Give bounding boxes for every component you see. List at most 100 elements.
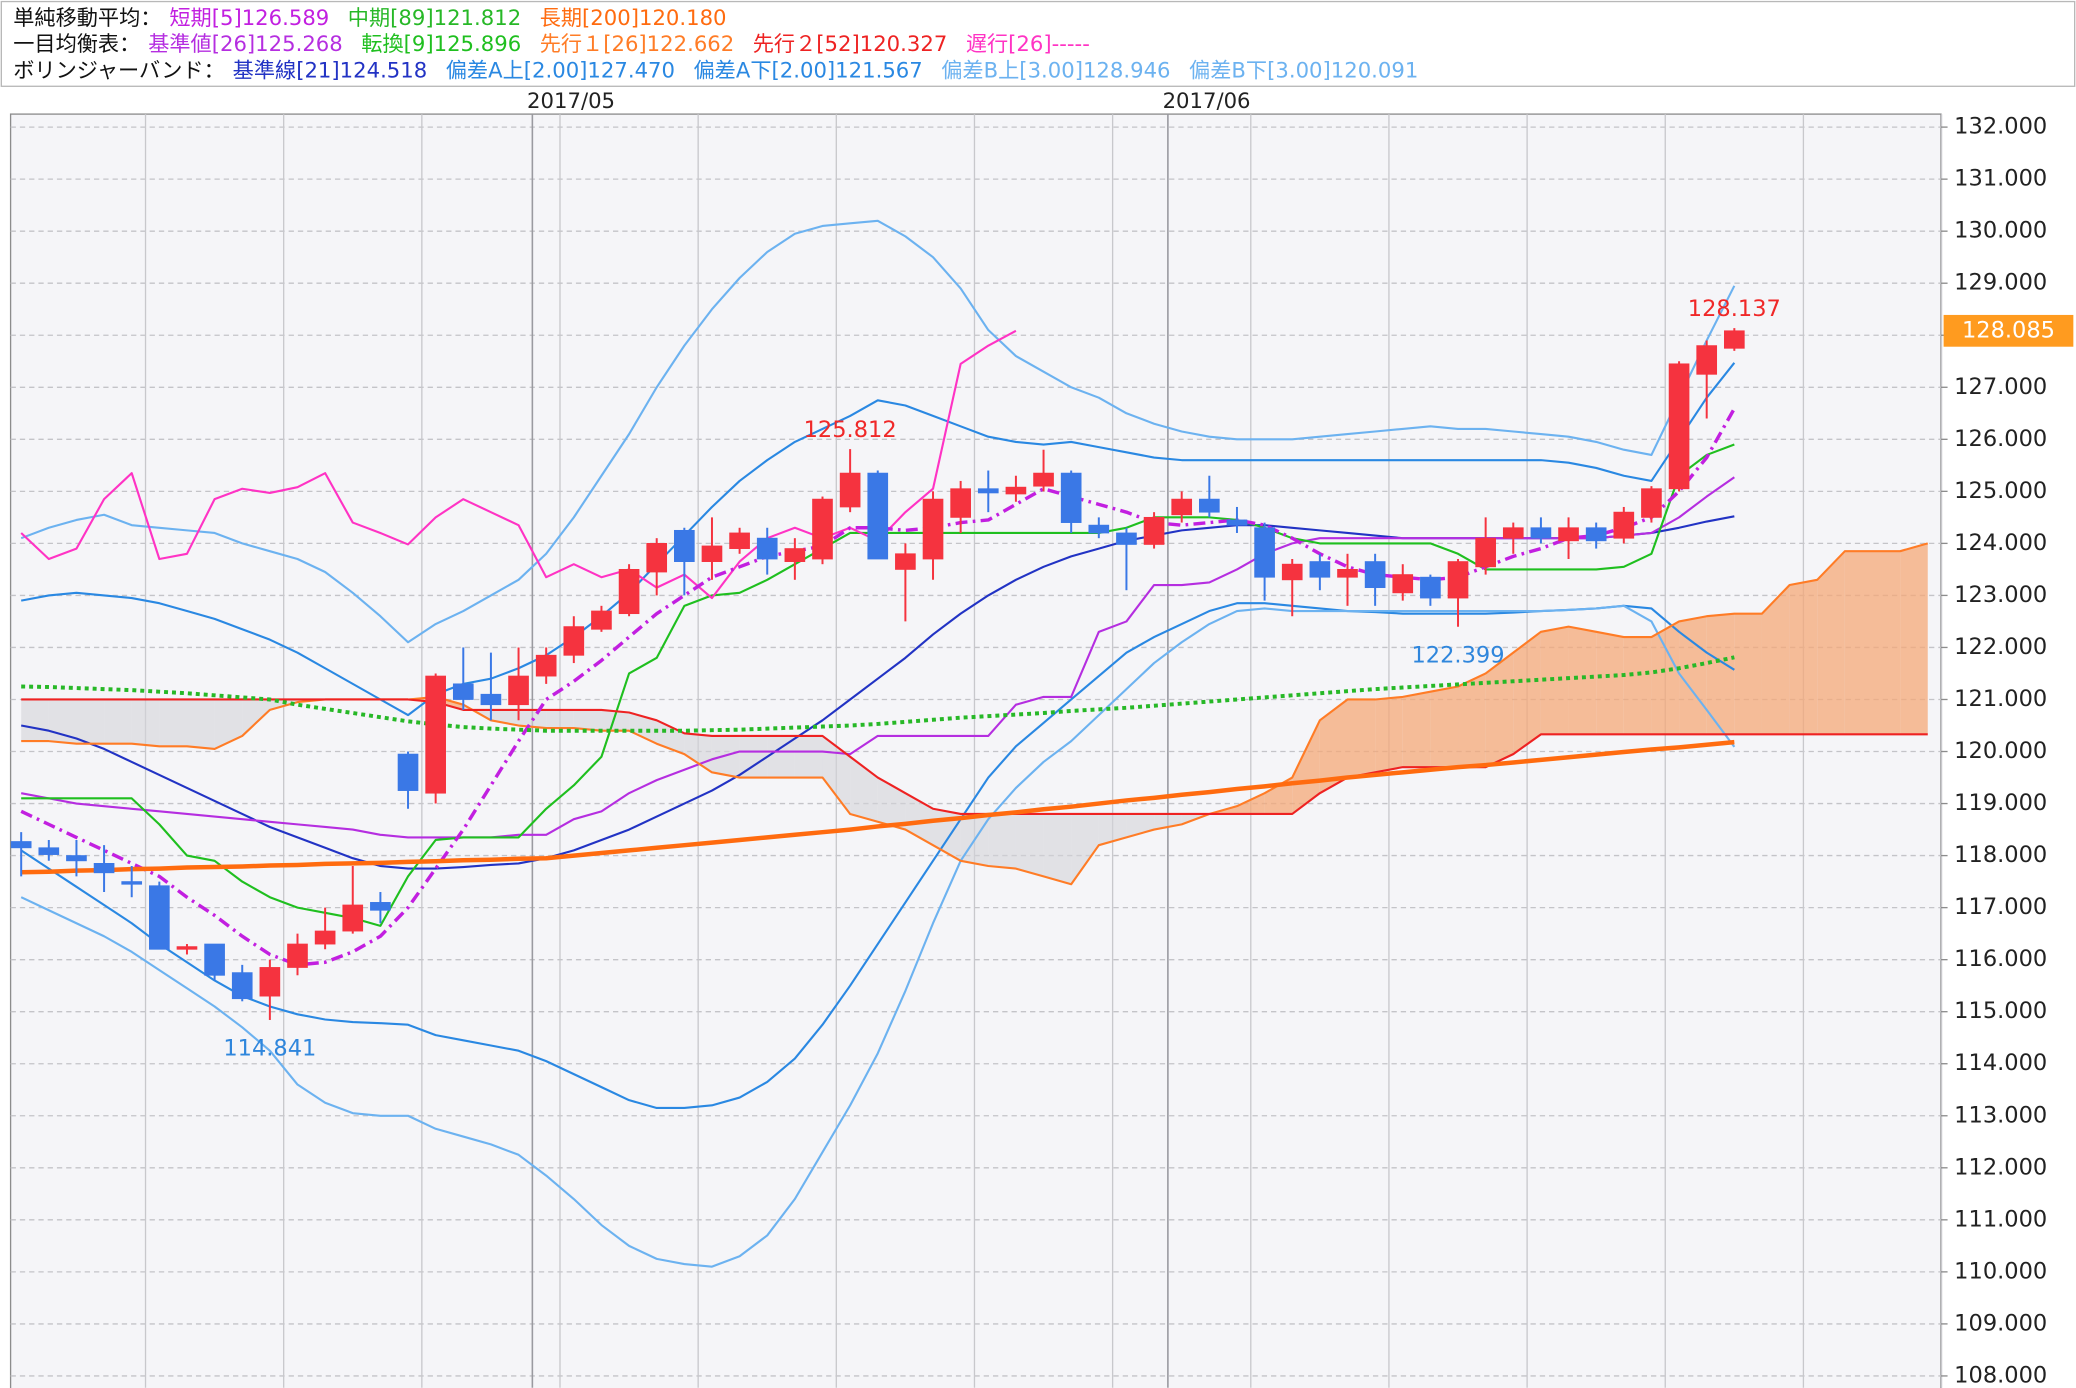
legend-entry: 基準線[21]124.518: [233, 58, 428, 83]
legend-entry: 長期[200]120.180: [540, 5, 727, 30]
cloud: [1734, 613, 1762, 735]
cloud: [1347, 699, 1376, 778]
indicator-line: [20, 604, 1736, 1268]
candle-body: [1641, 488, 1662, 518]
cloud: [601, 709, 630, 731]
cloud: [1513, 631, 1541, 755]
indicator-line: [21, 698, 1928, 816]
legend-entry: 先行１[26]122.662: [540, 31, 735, 56]
candle-body: [618, 569, 640, 615]
candle-body: [1254, 527, 1275, 578]
candle-body: [1033, 472, 1054, 487]
candle-body: [922, 498, 944, 560]
legend-entry: 転換[9]125.896: [361, 31, 521, 56]
cloud: [1540, 626, 1569, 735]
candle-body: [1309, 561, 1331, 578]
cloud: [159, 699, 187, 747]
y-tick-label: 123.000: [1954, 582, 2047, 608]
last-price-box: [1943, 314, 2074, 347]
cloud: [767, 735, 795, 778]
candle-body: [1502, 527, 1524, 539]
candle-body: [729, 532, 750, 549]
annotation: 125.812: [804, 417, 897, 443]
legend-panel: [0, 0, 2076, 87]
candle-body: [1088, 524, 1110, 534]
y-tick-label: 126.000: [1954, 426, 2047, 452]
y-tick-label: 112.000: [1954, 1154, 2047, 1180]
cloud: [1236, 793, 1265, 814]
candle-body: [646, 542, 668, 573]
y-tick-label: 114.000: [1954, 1050, 2047, 1076]
cloud: [21, 699, 49, 742]
candle-body: [397, 753, 419, 791]
cloud: [1900, 543, 1928, 735]
legend-entry: 偏差B下[3.00]120.091: [1189, 58, 1418, 83]
indicator-line: [20, 476, 1735, 839]
candle-body: [784, 548, 806, 562]
y-tick-label: 124.000: [1954, 530, 2047, 556]
y-tick-label: 113.000: [1954, 1102, 2047, 1128]
candle-body: [259, 967, 281, 997]
cloud: [1789, 579, 1818, 735]
legend-group-label: 一目均衡表：: [13, 31, 140, 56]
candle-body: [425, 675, 446, 794]
candle-body: [1226, 519, 1248, 526]
cloud: [76, 699, 105, 744]
candle-body: [1364, 561, 1386, 589]
candle-body: [38, 847, 60, 855]
y-tick-label: 111.000: [1954, 1206, 2047, 1232]
candle-body: [1724, 330, 1745, 349]
cloud: [1458, 673, 1486, 768]
cloud: [1015, 813, 1044, 877]
legend-entry: 偏差B上[3.00]128.946: [941, 58, 1170, 83]
indicator-line: [20, 602, 1735, 1110]
cloud: [711, 735, 740, 778]
cloud: [1761, 585, 1790, 735]
plot: [10, 219, 1929, 1268]
candle-body: [812, 498, 833, 560]
y-tick-label: 125.000: [1954, 478, 2047, 504]
cloud: [629, 712, 657, 744]
cloud: [1872, 551, 1901, 735]
y-tick-label: 129.000: [1954, 270, 2047, 296]
x-tick-label: 2017/06: [1163, 88, 1251, 113]
candle-body: [1060, 472, 1082, 523]
candle-body: [1530, 527, 1552, 539]
cloud: [1098, 813, 1127, 846]
candle-body: [1558, 527, 1579, 542]
cloud: [1071, 813, 1099, 885]
cloud: [1651, 621, 1680, 735]
y-tick-label: 108.000: [1954, 1362, 2047, 1388]
candle-body: [121, 881, 143, 885]
y-tick-label: 110.000: [1954, 1258, 2047, 1284]
candle-body: [1171, 498, 1193, 516]
legend-entry: 遅行[26]-----: [966, 31, 1090, 56]
grid: [10, 114, 1943, 1388]
candle-body: [10, 841, 32, 849]
cloud: [214, 699, 243, 749]
cloud: [546, 709, 574, 729]
y-tick-label: 122.000: [1954, 634, 2047, 660]
cloud: [1623, 637, 1652, 735]
legend-group-label: 単純移動平均：: [13, 5, 161, 30]
candle-body: [950, 488, 971, 518]
candle-body: [1585, 527, 1607, 542]
cloud: [1568, 626, 1597, 735]
indicator-line: [20, 362, 1736, 717]
annotation: 122.399: [1411, 642, 1504, 668]
y-tick-label: 131.000: [1954, 166, 2047, 192]
candle-body: [370, 902, 391, 911]
candle-body: [1199, 498, 1220, 513]
candle-body: [149, 885, 170, 950]
last-price-label: 128.085: [1962, 317, 2055, 343]
y-tick-label: 118.000: [1954, 842, 2047, 868]
cloud: [1679, 616, 1707, 735]
legend-group-label: ボリンジャーバンド：: [13, 58, 225, 83]
x-tick-label: 2017/05: [527, 88, 615, 113]
candle-body: [1392, 574, 1414, 594]
candle-body: [204, 943, 225, 976]
cloud: [104, 699, 132, 744]
candle-body: [1420, 576, 1441, 599]
